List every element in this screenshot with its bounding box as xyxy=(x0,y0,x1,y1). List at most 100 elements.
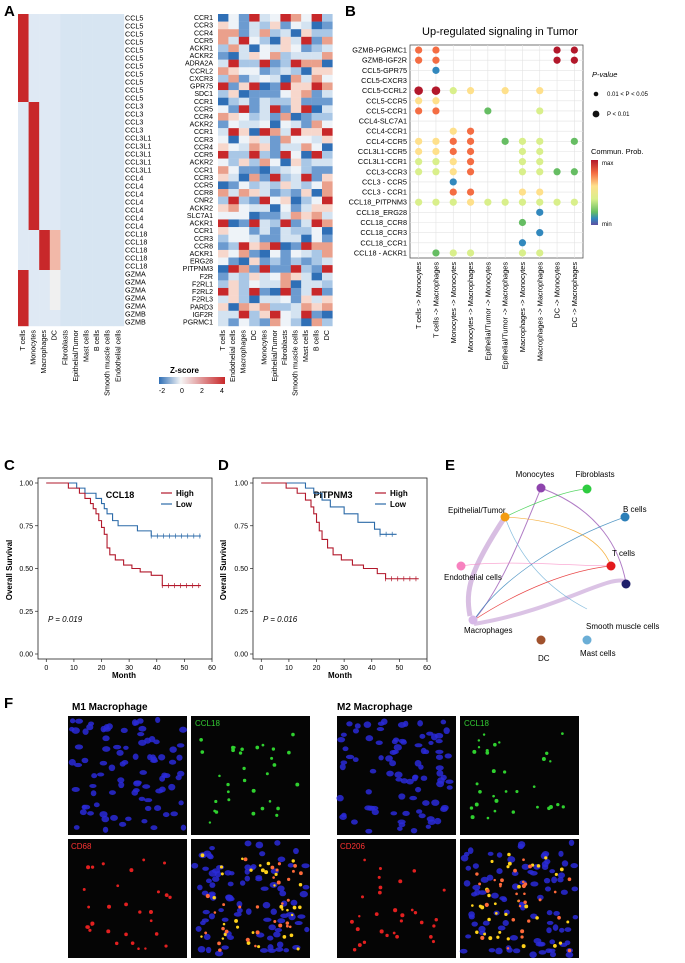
nucleus-dot xyxy=(418,764,424,770)
dotplot-dot xyxy=(432,66,440,74)
ccl18-signal-dot xyxy=(242,766,246,771)
heatmap-cell xyxy=(322,52,333,60)
nucleus-dot xyxy=(459,948,468,954)
heatmap-cell xyxy=(280,234,291,243)
nucleus-dot xyxy=(118,781,125,789)
heatmap-cell xyxy=(81,278,93,287)
heatmap-cell xyxy=(39,190,50,199)
heatmap-cell xyxy=(270,135,281,144)
ccl18-signal-dot xyxy=(249,868,253,872)
heatmap-cell xyxy=(270,36,281,45)
ccl18-signal-dot xyxy=(290,913,294,917)
heatmap-cell xyxy=(18,118,29,127)
ligand-label: CCL5 xyxy=(125,45,143,54)
receptor-label: ACKR2 xyxy=(190,122,213,129)
receptor-label: CCR8 xyxy=(194,243,213,250)
nucleus-dot xyxy=(69,718,76,724)
heatmap-cell xyxy=(322,181,333,190)
ccl18-signal-dot xyxy=(251,811,256,816)
nucleus-dot xyxy=(352,757,359,763)
ccl18-signal-dot xyxy=(561,805,565,809)
heatmap-cell xyxy=(238,310,250,319)
heatmap-cell xyxy=(259,234,271,243)
panel-d-km-pitpnm3: PITPNM3 Overall Survival Month P = 0.016… xyxy=(219,477,431,680)
heatmap-cell xyxy=(18,230,29,239)
heatmap-cell xyxy=(228,128,239,136)
heatmap-cell xyxy=(259,67,271,76)
dotplot-col-label: Epithelial/Tumor -> Monocytes xyxy=(483,262,492,361)
heatmap-cell xyxy=(28,46,40,55)
heatmap-cell xyxy=(113,214,125,223)
heatmap-cell xyxy=(280,143,291,152)
nucleus-dot xyxy=(179,726,188,733)
heatmap-cell xyxy=(60,262,72,271)
nucleus-dot xyxy=(552,924,559,931)
zscore-tick: 4 xyxy=(220,388,224,395)
heatmap-cell xyxy=(280,310,291,319)
marker-signal-dot xyxy=(272,876,275,879)
heatmap-cell xyxy=(290,227,302,235)
marker-signal-dot xyxy=(273,920,277,924)
nucleus-dot xyxy=(116,749,124,756)
heatmap-cell xyxy=(28,110,40,119)
heatmap-cell xyxy=(218,196,229,205)
heatmap-cell xyxy=(301,280,312,289)
heatmap-cell xyxy=(113,302,125,311)
nucleus-dot xyxy=(419,733,426,739)
heatmap-cell xyxy=(301,97,312,106)
nucleus-dot xyxy=(139,770,147,775)
heatmap-cell xyxy=(92,294,103,303)
ccl18-signal-dot xyxy=(559,867,564,872)
dotplot-col-label: T cells -> Monocytes xyxy=(414,262,423,329)
heatmap-cell xyxy=(259,105,271,114)
heatmap-cell xyxy=(290,173,302,182)
heatmap-cell xyxy=(113,318,125,327)
marker-signal-dot xyxy=(520,929,525,934)
heatmap-cell xyxy=(249,120,260,129)
heatmap-cell xyxy=(218,227,229,235)
heatmap-cell xyxy=(322,189,333,197)
heatmap-cell xyxy=(280,74,291,83)
heatmap-cell xyxy=(322,112,333,121)
nucleus-dot xyxy=(136,718,144,724)
km-x-tick-label: 30 xyxy=(125,665,133,672)
heatmap-cell xyxy=(113,230,125,239)
node-label-macrophages: Macrophages xyxy=(464,626,512,635)
heatmap-cell xyxy=(218,234,229,243)
right-column-label: DC xyxy=(249,330,258,340)
heatmap-cell xyxy=(49,238,61,247)
ccl18-signal-dot xyxy=(246,941,251,945)
heatmap-cell xyxy=(322,97,333,106)
marker-signal-dot xyxy=(523,900,527,905)
heatmap-cell xyxy=(28,198,40,207)
left-column-label: Epithelial/Tumor xyxy=(71,329,80,381)
nucleus-dot xyxy=(488,948,496,953)
ccl18-signal-dot xyxy=(494,798,499,803)
heatmap-cell xyxy=(238,227,250,235)
ligand-label: CCL5 xyxy=(125,77,143,86)
heatmap-cell xyxy=(113,54,125,63)
heatmap-cell xyxy=(71,86,82,95)
nucleus-dot xyxy=(425,824,432,829)
nucleus-dot xyxy=(117,777,125,784)
nucleus-dot xyxy=(277,885,285,892)
ccl18-signal-dot xyxy=(200,935,203,938)
heatmap-cell xyxy=(18,22,29,31)
node-label-endothelial-cells: Endothelial cells xyxy=(444,573,502,582)
heatmap-cell xyxy=(28,182,40,191)
left-column-label: T cells xyxy=(18,330,27,351)
heatmap-cell xyxy=(18,286,29,295)
left-column-labels: T cells Monocytes Macrophages DC Fibroblasts… xyxy=(18,329,122,396)
heatmap-cell xyxy=(71,14,82,23)
nucleus-dot xyxy=(472,884,481,891)
heatmap-cell xyxy=(259,135,271,144)
heatmap-cell xyxy=(113,142,125,151)
ccl18-signal-dot xyxy=(242,778,247,783)
heatmap-cell xyxy=(301,272,312,281)
heatmap-cell xyxy=(113,182,125,191)
marker-signal-dot xyxy=(142,858,146,862)
heatmap-cell xyxy=(28,102,40,111)
dotplot-dot xyxy=(415,107,423,115)
heatmap-cell xyxy=(249,74,260,83)
heatmap-cell xyxy=(228,204,239,213)
